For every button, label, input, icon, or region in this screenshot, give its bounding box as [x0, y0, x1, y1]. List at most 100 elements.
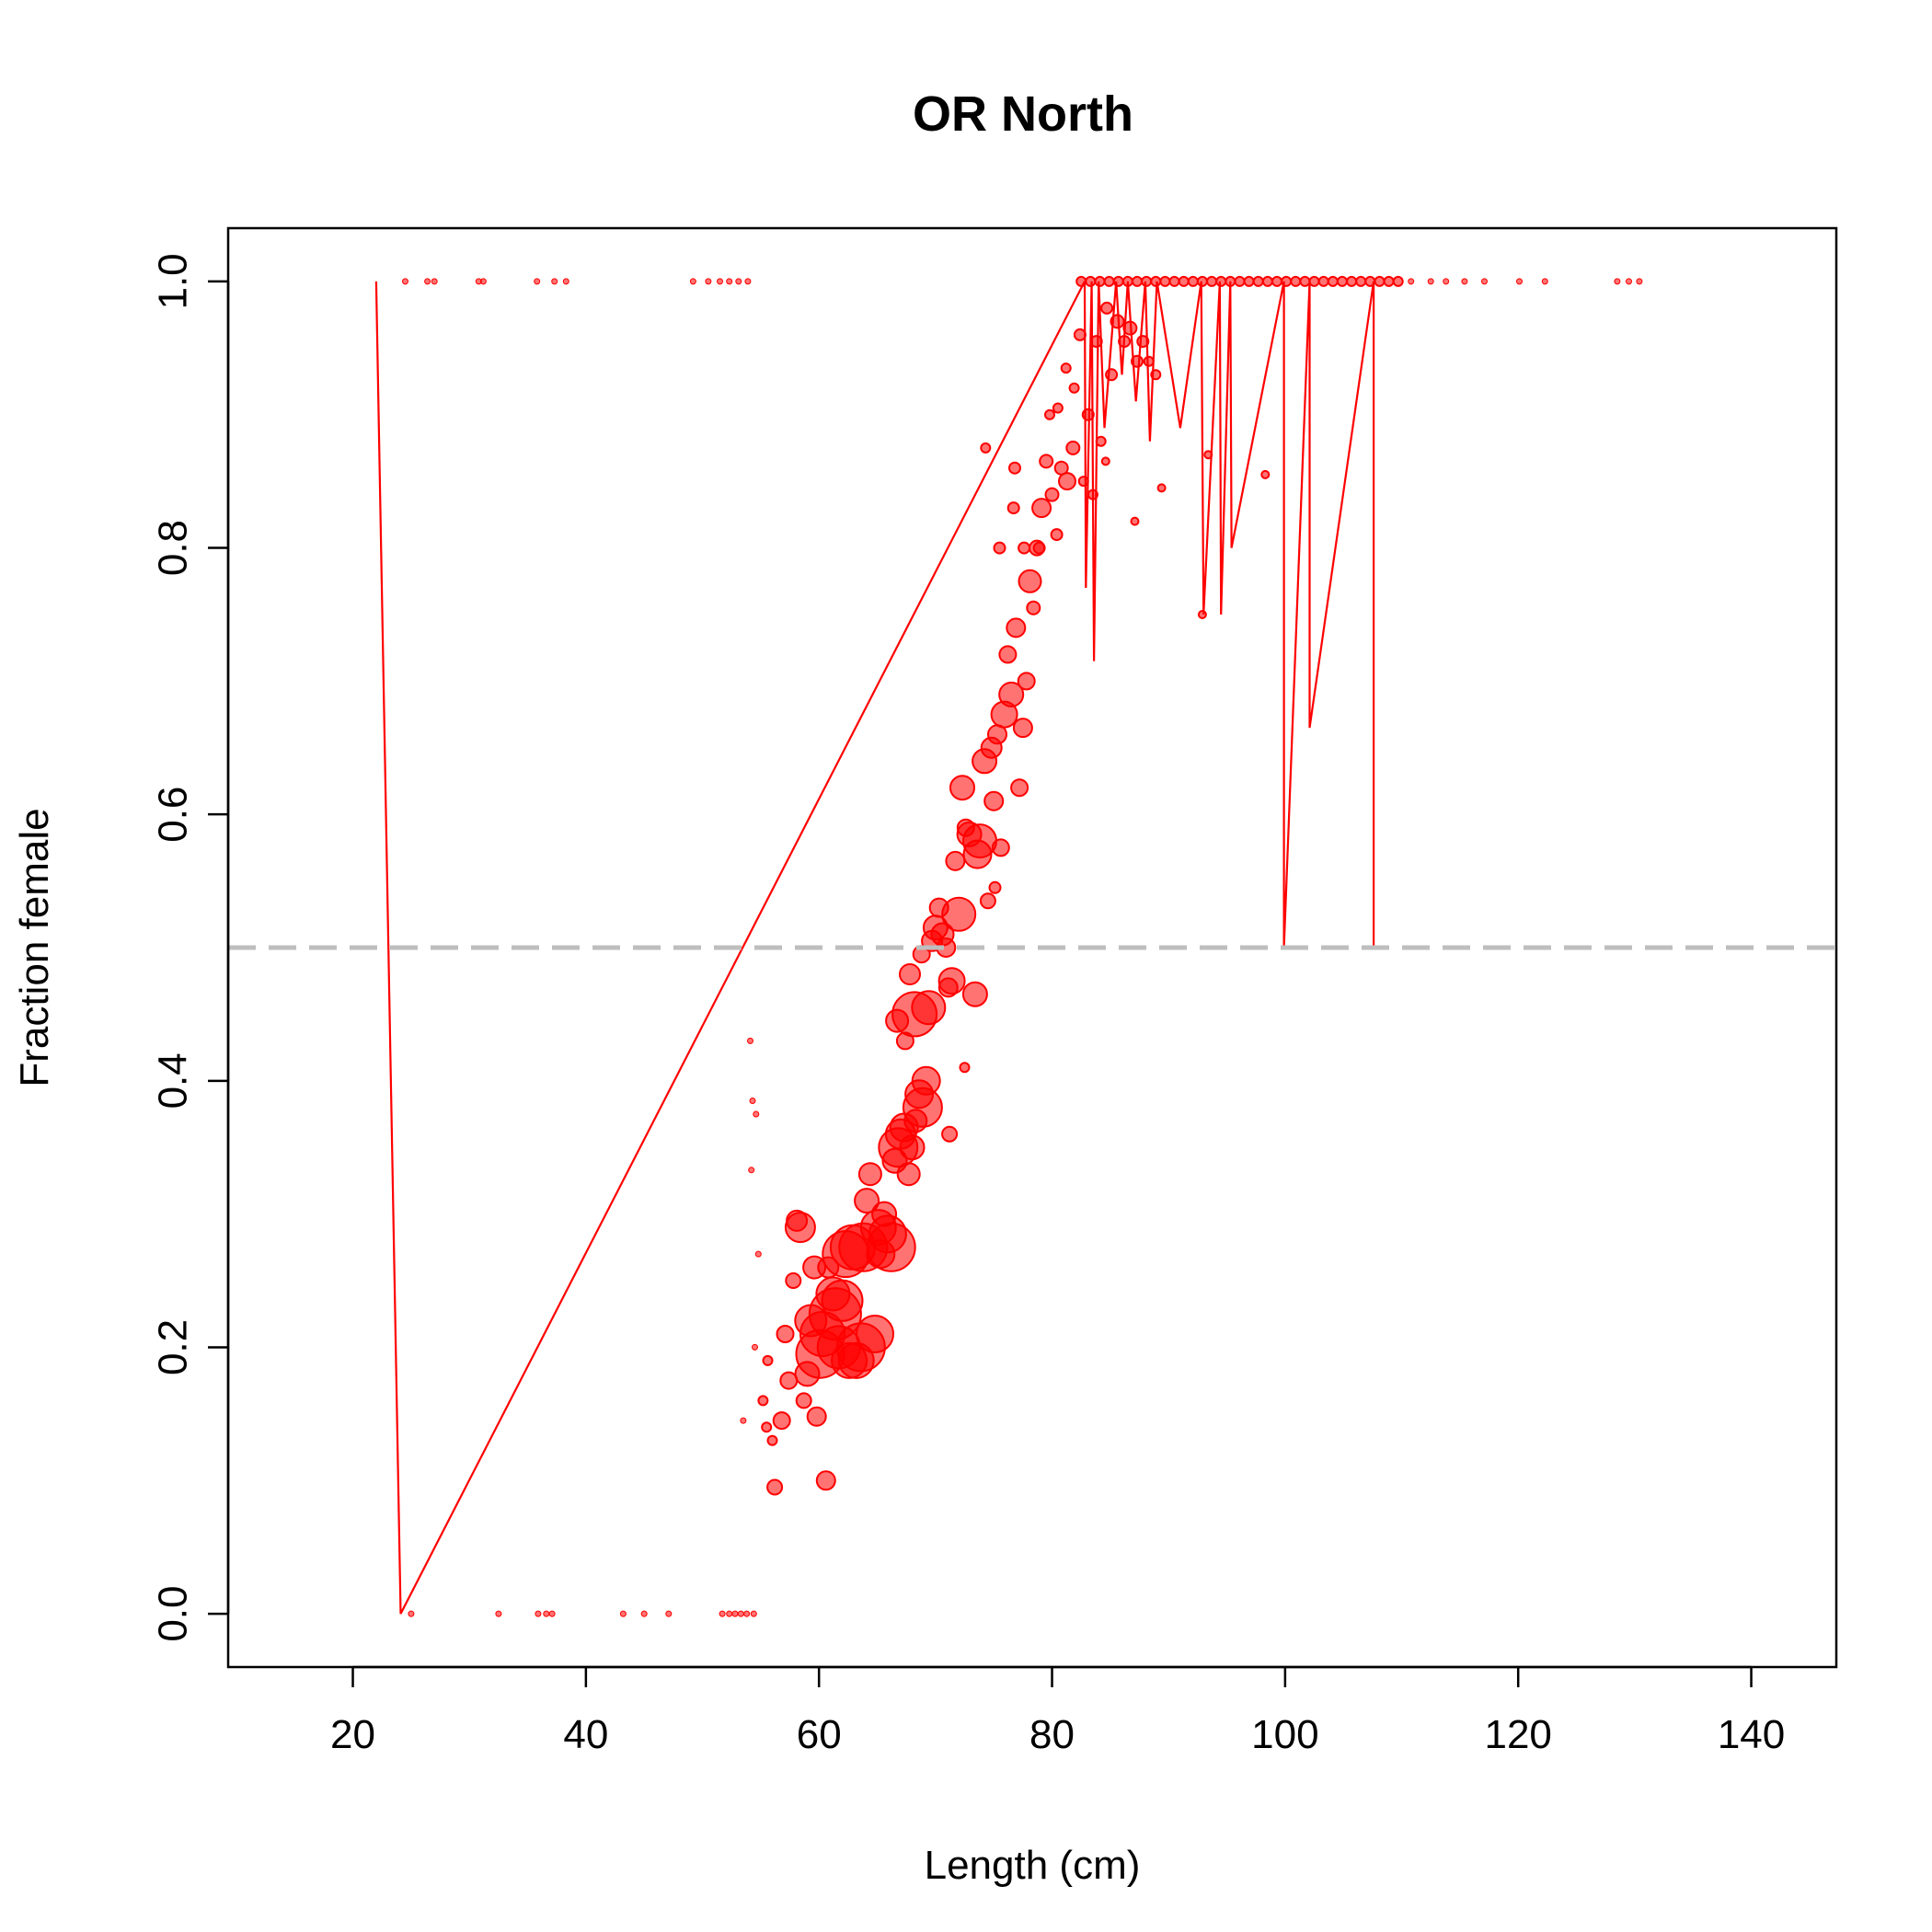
data-point	[1260, 469, 1271, 479]
data-point	[551, 278, 558, 285]
data-point	[726, 1610, 733, 1617]
data-point	[1243, 275, 1255, 287]
data-point	[402, 278, 408, 285]
data-point	[784, 1212, 816, 1244]
data-point	[1408, 278, 1415, 285]
data-point	[1122, 320, 1138, 336]
data-point	[961, 981, 988, 1007]
data-point	[737, 1610, 744, 1617]
data-point	[1178, 275, 1190, 287]
data-point	[1039, 454, 1054, 469]
data-point	[998, 681, 1025, 707]
data-point	[866, 1222, 916, 1272]
data-point	[750, 1610, 757, 1617]
data-point	[1636, 278, 1643, 285]
data-point	[1052, 402, 1064, 414]
data-point	[1075, 275, 1087, 287]
data-point	[1461, 278, 1468, 285]
data-point	[562, 278, 569, 285]
data-point	[1044, 408, 1055, 420]
data-point	[993, 541, 1006, 555]
data-point	[911, 1065, 941, 1096]
data-point	[1203, 450, 1213, 460]
data-point	[1110, 314, 1125, 329]
data-point	[1516, 278, 1523, 285]
data-point	[983, 790, 1005, 811]
data-point	[1100, 301, 1114, 315]
data-point	[962, 823, 997, 859]
data-point	[665, 1610, 673, 1617]
data-point	[1443, 278, 1450, 285]
points-layer	[402, 275, 1643, 1617]
data-point	[1626, 278, 1632, 285]
data-point	[640, 1610, 648, 1617]
data-point	[1131, 354, 1144, 368]
data-point	[854, 1188, 880, 1214]
data-point	[1234, 275, 1246, 287]
data-point	[980, 442, 992, 454]
data-point	[534, 278, 541, 285]
x-axis: 20 40 60 80 100 120 140	[330, 1665, 1785, 1757]
data-point	[1044, 487, 1060, 502]
data-point	[1077, 476, 1089, 488]
data-point	[1006, 617, 1027, 638]
data-point	[991, 838, 1010, 857]
y-axis-label: Fraction female	[12, 808, 57, 1087]
data-point	[1346, 275, 1358, 287]
data-point	[821, 1279, 864, 1322]
data-point	[740, 1417, 747, 1424]
data-point	[1058, 472, 1076, 491]
data-point	[766, 1478, 784, 1496]
data-point	[1073, 328, 1087, 341]
data-point	[1281, 275, 1293, 287]
data-point	[1327, 275, 1339, 287]
y-tick-label: 1.0	[151, 253, 196, 309]
data-point	[757, 1395, 769, 1407]
y-tick-label: 0.0	[151, 1585, 196, 1641]
data-point	[1132, 275, 1143, 287]
data-point	[1018, 541, 1031, 555]
data-point	[744, 278, 752, 285]
y-tick-label: 0.4	[151, 1052, 196, 1109]
data-point	[753, 1110, 760, 1118]
data-point	[1427, 278, 1434, 285]
data-point	[1006, 501, 1020, 515]
data-point	[856, 1315, 894, 1353]
data-point	[1392, 275, 1404, 287]
data-point	[1018, 569, 1042, 593]
data-point	[1121, 275, 1133, 287]
data-point	[705, 278, 712, 285]
x-axis-label: Length (cm)	[925, 1843, 1141, 1888]
data-point	[1065, 440, 1081, 455]
data-point	[743, 1610, 751, 1617]
data-point	[1130, 516, 1140, 526]
data-point	[1136, 335, 1150, 349]
data-point	[479, 278, 487, 285]
data-point	[959, 1062, 971, 1074]
data-point	[1187, 275, 1199, 287]
data-point	[941, 1125, 959, 1143]
data-point	[1308, 275, 1320, 287]
chart-title: OR North	[913, 86, 1133, 142]
data-point	[1197, 610, 1207, 619]
data-point	[896, 1162, 921, 1187]
data-point	[1141, 275, 1153, 287]
data-point	[1103, 275, 1115, 287]
data-point	[1087, 489, 1098, 500]
data-point	[1150, 369, 1162, 381]
data-point	[1196, 275, 1208, 287]
data-point	[857, 1162, 882, 1187]
data-point	[1225, 275, 1236, 287]
data-point	[899, 963, 921, 985]
data-point	[1112, 275, 1124, 287]
data-point	[776, 1325, 795, 1343]
data-point	[899, 1134, 926, 1161]
data-point	[795, 1392, 812, 1409]
data-point	[1271, 275, 1282, 287]
data-point	[1031, 498, 1052, 519]
data-point	[785, 1272, 802, 1289]
data-point	[1252, 275, 1264, 287]
x-tick-label: 40	[563, 1712, 608, 1757]
data-point	[717, 278, 723, 285]
